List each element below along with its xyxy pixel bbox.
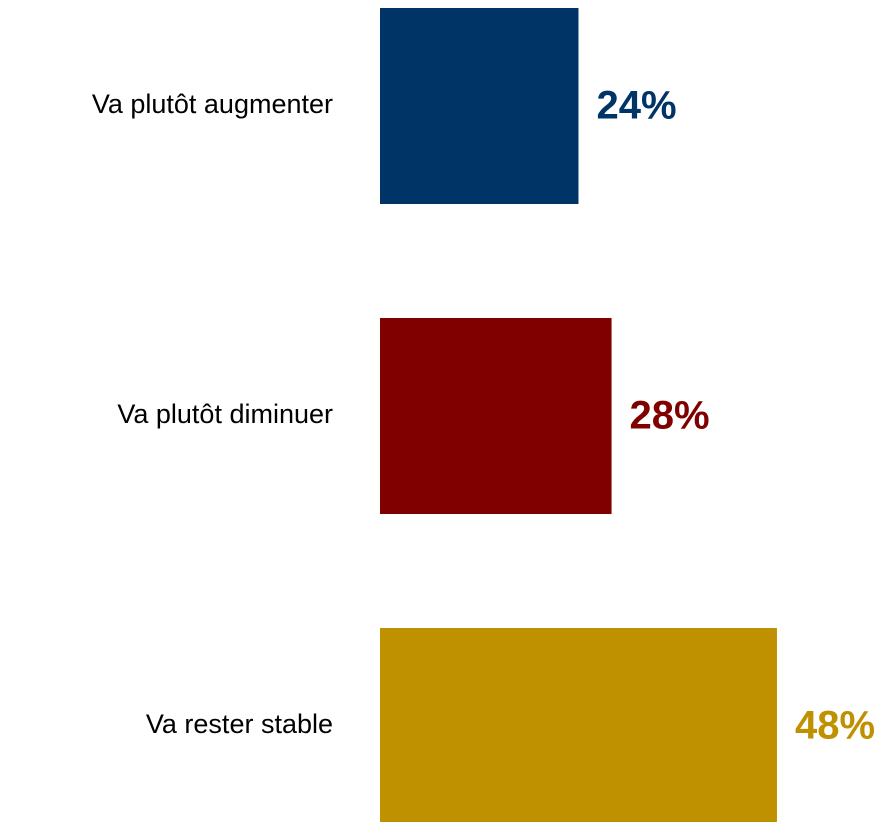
category-label: Va plutôt diminuer [117,399,333,429]
value-label: 24% [596,84,676,128]
category-label: Va rester stable [146,709,333,739]
value-label: 28% [630,394,710,438]
value-label: 48% [795,704,875,748]
bar [380,318,612,514]
bar [380,8,579,204]
category-label: Va plutôt augmenter [92,89,333,119]
bar [380,628,777,822]
